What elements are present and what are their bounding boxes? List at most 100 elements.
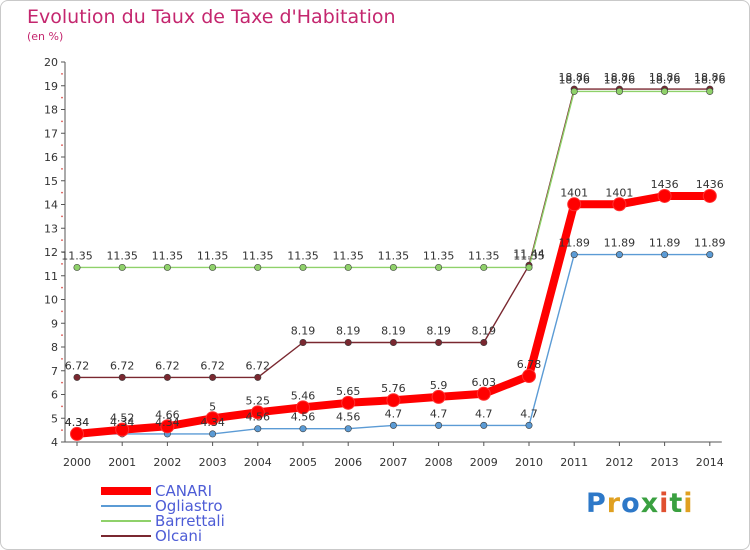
data-label-barrettali: 18.76 xyxy=(649,73,681,86)
y-tick-label: 17 xyxy=(44,127,58,140)
data-point-barrettali xyxy=(570,87,578,95)
y-tick-label: 4 xyxy=(51,436,58,449)
data-label-ogliastro: 4.34 xyxy=(110,416,135,429)
x-tick-label: 2012 xyxy=(605,456,633,469)
data-label-barrettali: 11.35 xyxy=(513,249,545,262)
y-minor-tick xyxy=(61,310,63,313)
y-minor-tick xyxy=(61,239,63,242)
data-label-olcani: 6.72 xyxy=(246,359,271,372)
data-point-ogliastro xyxy=(389,421,397,429)
data-label-canari: 5.76 xyxy=(381,382,406,395)
logo-letter: i xyxy=(659,488,670,519)
data-label-canari: 6.78 xyxy=(517,358,542,371)
data-label-olcani: 6.72 xyxy=(65,359,90,372)
x-tick-label: 2014 xyxy=(696,456,724,469)
x-tick-label: 2001 xyxy=(108,456,136,469)
data-label-ogliastro: 11.89 xyxy=(558,237,590,250)
x-tick-label: 2009 xyxy=(470,456,498,469)
data-label-ogliastro: 4.7 xyxy=(520,407,538,420)
data-label-ogliastro: 4.56 xyxy=(291,411,316,424)
data-point-olcani xyxy=(118,373,126,381)
data-point-ogliastro xyxy=(480,421,488,429)
data-point-canari xyxy=(476,386,491,401)
logo-letter: t xyxy=(669,488,684,519)
legend-swatch-olcani xyxy=(101,535,151,537)
data-point-ogliastro xyxy=(435,421,443,429)
data-point-ogliastro xyxy=(525,421,533,429)
legend-item-olcani: Olcani xyxy=(101,527,301,545)
data-label-ogliastro: 11.89 xyxy=(694,237,726,250)
data-point-olcani xyxy=(209,373,217,381)
data-point-olcani xyxy=(480,338,488,346)
legend-label-ogliastro: Ogliastro xyxy=(155,497,223,515)
y-minor-tick xyxy=(61,96,63,99)
x-tick-label: 2005 xyxy=(289,456,317,469)
logo-letter: i xyxy=(683,488,694,519)
logo-letter: P xyxy=(586,488,607,519)
data-label-canari: 5.9 xyxy=(430,379,448,392)
data-label-olcani: 8.19 xyxy=(472,324,497,337)
data-point-olcani xyxy=(163,373,171,381)
data-label-olcani: 18.86 xyxy=(558,71,590,84)
legend-swatch-barrettali xyxy=(101,520,151,522)
data-point-canari xyxy=(341,395,356,410)
data-label-olcani: 18.86 xyxy=(649,71,681,84)
data-point-canari xyxy=(250,405,265,420)
proxiti-logo: Proxiti xyxy=(586,488,694,519)
data-label-olcani: 6.72 xyxy=(155,359,180,372)
data-point-ogliastro xyxy=(209,430,217,438)
data-label-canari: 1401 xyxy=(605,186,633,199)
data-label-olcani: 8.19 xyxy=(426,324,451,337)
y-tick-label: 14 xyxy=(44,199,58,212)
logo-letter: r xyxy=(606,488,622,519)
y-tick-label: 15 xyxy=(44,175,58,188)
x-tick-label: 2007 xyxy=(379,456,407,469)
data-point-barrettali xyxy=(163,263,171,271)
data-label-ogliastro: 4.34 xyxy=(155,416,180,429)
data-point-canari xyxy=(160,419,175,434)
data-label-olcani: 18.86 xyxy=(694,71,726,84)
data-label-ogliastro: 11.89 xyxy=(649,237,681,250)
series-points xyxy=(70,85,717,441)
y-minor-tick xyxy=(61,429,63,432)
data-point-canari xyxy=(657,188,672,203)
data-point-canari xyxy=(612,197,627,212)
data-point-canari xyxy=(431,389,446,404)
data-point-olcani xyxy=(299,338,307,346)
data-point-ogliastro xyxy=(706,251,714,259)
data-label-ogliastro: 4.7 xyxy=(475,407,493,420)
data-label-canari: 4.52 xyxy=(110,412,135,425)
data-point-barrettali xyxy=(73,263,81,271)
data-label-canari: 5.25 xyxy=(246,394,271,407)
y-minor-tick xyxy=(61,191,63,194)
y-minor-tick xyxy=(61,72,63,75)
data-point-ogliastro xyxy=(661,251,669,259)
y-tick-label: 20 xyxy=(44,56,58,69)
legend-label-olcani: Olcani xyxy=(155,527,203,545)
x-tick-label: 2002 xyxy=(153,456,181,469)
data-label-barrettali: 11.35 xyxy=(332,249,364,262)
data-point-barrettali xyxy=(615,87,623,95)
x-tick-label: 2006 xyxy=(334,456,362,469)
data-label-barrettali: 18.76 xyxy=(558,73,590,86)
data-label-barrettali: 18.76 xyxy=(604,73,636,86)
data-point-ogliastro xyxy=(570,251,578,259)
data-label-canari: 6.03 xyxy=(472,376,497,389)
data-point-barrettali xyxy=(435,263,443,271)
data-point-canari xyxy=(522,368,536,383)
data-point-barrettali xyxy=(209,263,217,271)
data-label-canari: 4.66 xyxy=(155,408,180,421)
data-label-olcani: 8.19 xyxy=(291,324,316,337)
data-point-olcani xyxy=(73,373,81,381)
data-point-canari xyxy=(70,426,84,441)
y-minor-tick xyxy=(61,405,63,408)
data-label-olcani: 8.19 xyxy=(336,324,361,337)
y-tick-label: 12 xyxy=(44,246,58,259)
chart-subtitle: (en %) xyxy=(27,30,64,43)
data-point-ogliastro xyxy=(299,425,307,433)
y-tick-label: 18 xyxy=(44,104,58,117)
data-point-barrettali xyxy=(299,263,307,271)
data-label-canari: 4.34 xyxy=(65,416,90,429)
y-tick-label: 6 xyxy=(51,389,58,402)
